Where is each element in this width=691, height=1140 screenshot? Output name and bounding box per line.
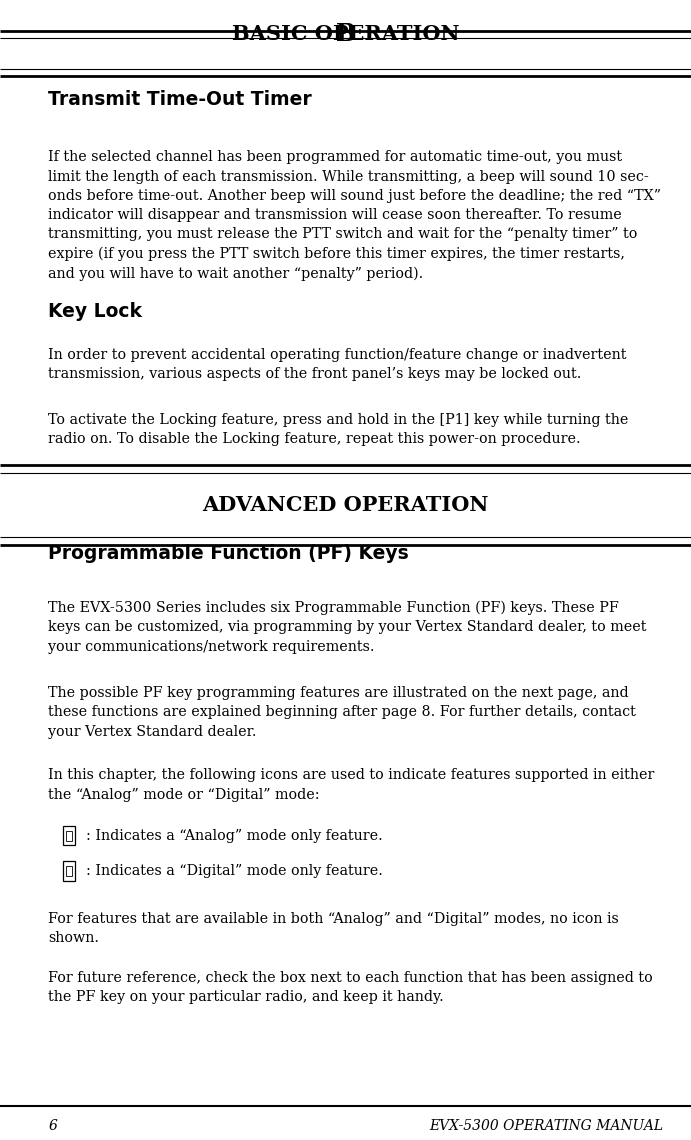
Text: Key Lock: Key Lock (48, 302, 142, 321)
Text: In this chapter, the following icons are used to indicate features supported in : In this chapter, the following icons are… (48, 768, 655, 801)
Text: B: B (336, 22, 355, 47)
Bar (66, 866, 72, 876)
Text: : Indicates a “Analog” mode only feature.: : Indicates a “Analog” mode only feature… (86, 829, 383, 842)
Text: BASIC OPERATION: BASIC OPERATION (231, 24, 460, 44)
Bar (64, 862, 75, 880)
Text: In order to prevent accidental operating function/feature change or inadvertent
: In order to prevent accidental operating… (48, 348, 627, 381)
Text: : Indicates a “Digital” mode only feature.: : Indicates a “Digital” mode only featur… (86, 864, 384, 878)
Text: The EVX-5300 Series includes six Programmable Function (PF) keys. These PF
keys : The EVX-5300 Series includes six Program… (48, 601, 647, 653)
Text: EVX-5300 OPERATING MANUAL: EVX-5300 OPERATING MANUAL (429, 1119, 663, 1133)
Text: For features that are available in both “Analog” and “Digital” modes, no icon is: For features that are available in both … (48, 912, 619, 945)
Bar (66, 831, 72, 840)
Text: Programmable Function (PF) Keys: Programmable Function (PF) Keys (48, 544, 409, 563)
Text: ADVANCED OPERATION: ADVANCED OPERATION (202, 495, 489, 515)
Text: The possible PF key programming features are illustrated on the next page, and
t: The possible PF key programming features… (48, 686, 636, 739)
Bar (64, 825, 75, 846)
Text: For future reference, check the box next to each function that has been assigned: For future reference, check the box next… (48, 971, 653, 1004)
Text: To activate the Locking feature, press and hold in the [P1] key while turning th: To activate the Locking feature, press a… (48, 413, 629, 446)
Text: If the selected channel has been programmed for automatic time-out, you must
lim: If the selected channel has been program… (48, 150, 661, 280)
Text: 6: 6 (48, 1119, 57, 1133)
Text: Transmit Time-Out Timer: Transmit Time-Out Timer (48, 90, 312, 109)
